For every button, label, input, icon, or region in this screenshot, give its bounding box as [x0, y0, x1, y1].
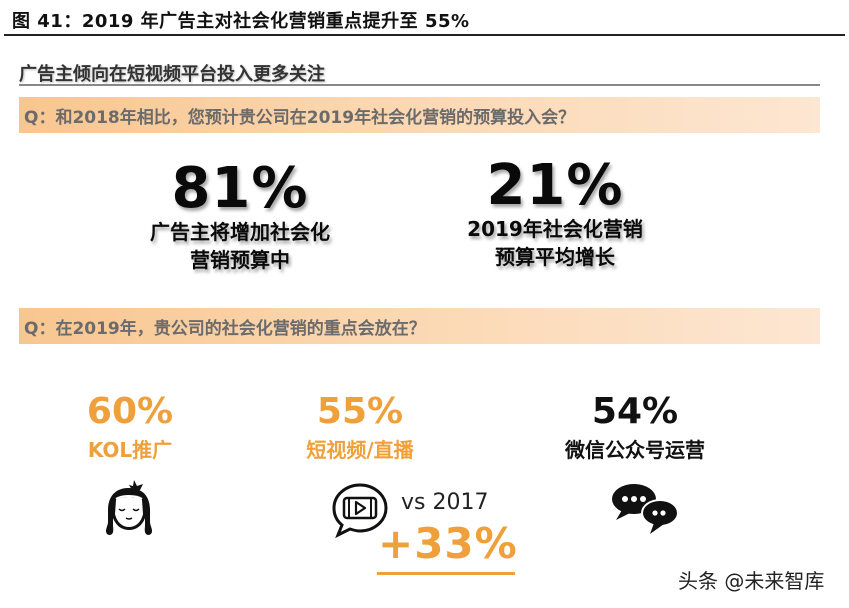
focus-short-video: 55% 短视频/直播	[285, 392, 435, 464]
stat-value: 21%	[486, 153, 624, 218]
chat-bubbles-icon	[610, 482, 682, 536]
stat-label-line1: 2019年社会化营销	[467, 217, 643, 241]
question-banner-2: Q：在2019年，贵公司的社会化营销的重点会放在？	[19, 308, 820, 344]
question-1-text: Q：和2018年相比，您预计贵公司在2019年社会化营销的预算投入会？	[24, 107, 576, 128]
focus-kol: 60% KOL推广	[60, 392, 200, 464]
focus-label: 微信公众号运营	[565, 438, 705, 462]
stat-increase-budget: 81% 广告主将增加社会化 营销预算中	[120, 160, 360, 274]
stat-label-line2: 预算平均增长	[495, 245, 615, 269]
figure-title: 图 41：2019 年广告主对社会化营销重点提升至 55%	[12, 11, 470, 32]
focus-value: 54%	[591, 391, 679, 432]
watermark: 头条 @未来智库	[678, 569, 825, 593]
stat-label-line1: 广告主将增加社会化	[150, 220, 330, 244]
growth-underline	[377, 572, 515, 575]
question-2-text: Q：在2019年，贵公司的社会化营销的重点会放在？	[24, 318, 426, 339]
focus-wechat: 54% 微信公众号运营	[545, 392, 725, 464]
focus-label: KOL推广	[87, 438, 173, 462]
focus-label: 短视频/直播	[306, 438, 414, 462]
focus-value: 55%	[316, 391, 404, 432]
stat-value: 81%	[171, 156, 309, 221]
video-bubble-icon	[330, 481, 390, 541]
focus-value: 60%	[86, 391, 174, 432]
title-divider	[4, 34, 845, 36]
growth-value: +33%	[378, 519, 518, 568]
question-banner-1: Q：和2018年相比，您预计贵公司在2019年社会化营销的预算投入会？	[19, 97, 820, 133]
slide-subtitle: 广告主倾向在短视频平台投入更多关注	[19, 64, 325, 85]
vs-year-label: vs 2017	[401, 490, 489, 515]
subtitle-divider	[19, 84, 820, 86]
stat-label-line2: 营销预算中	[190, 248, 290, 272]
stat-average-growth: 21% 2019年社会化营销 预算平均增长	[430, 157, 680, 271]
kol-girl-icon	[104, 478, 154, 538]
